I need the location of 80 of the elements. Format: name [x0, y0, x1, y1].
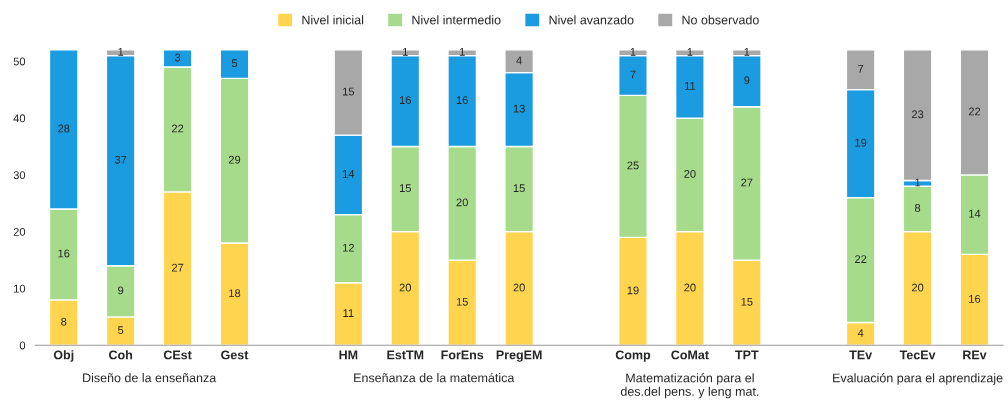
- x-tick-label: TEv: [849, 350, 873, 360]
- x-tick-label: REv: [963, 350, 987, 360]
- data-label: 5: [231, 59, 238, 68]
- data-label: 7: [630, 70, 636, 79]
- data-label: 18: [229, 289, 241, 298]
- data-label: 20: [513, 283, 525, 292]
- data-label: 15: [343, 87, 355, 96]
- data-label: 27: [741, 178, 753, 187]
- data-label: 1: [744, 47, 750, 56]
- data-label: 16: [58, 249, 70, 258]
- data-label: 19: [627, 286, 639, 295]
- x-tick-label: Gest: [221, 350, 249, 360]
- text: Matematización para el des.del pens. y leng mat.: [620, 373, 759, 399]
- data-label: 14: [969, 209, 981, 218]
- legend-label: Nivel inicial: [302, 15, 364, 25]
- data-label: 9: [118, 286, 124, 295]
- y-tick-label: 50: [13, 57, 26, 66]
- text: Enseñanza de la matemática: [354, 372, 515, 383]
- data-label: 8: [914, 204, 921, 212]
- data-label: 1: [915, 178, 921, 187]
- data-label: 13: [513, 104, 525, 113]
- data-label: 15: [456, 297, 468, 306]
- x-tick-label: EstTM: [387, 350, 424, 360]
- data-label: 4: [857, 329, 864, 337]
- x-tick-label: TecEv: [899, 350, 936, 360]
- data-label: 15: [399, 184, 411, 193]
- y-tick-label: 10: [14, 284, 26, 293]
- data-label: 15: [741, 297, 753, 306]
- data-label: 22: [968, 107, 981, 116]
- data-label: 37: [114, 155, 127, 164]
- data-label: 23: [911, 110, 924, 119]
- data-label: 27: [171, 263, 184, 272]
- text: Evaluación para el aprendizaje: [833, 373, 1003, 385]
- data-label: 20: [684, 283, 696, 292]
- x-tick-label: PregEM: [496, 350, 542, 362]
- y-tick-label: 0: [19, 341, 26, 350]
- data-label: 16: [969, 294, 981, 303]
- data-label: 16: [399, 96, 411, 105]
- data-label: 12: [343, 243, 354, 252]
- data-label: 1: [459, 47, 465, 56]
- y-tick-label: 20: [13, 227, 26, 236]
- x-tick-label: Comp: [615, 350, 651, 362]
- data-label: 15: [513, 184, 525, 193]
- x-tick-label: HM: [339, 350, 358, 360]
- data-label: 9: [744, 76, 750, 85]
- data-label: 29: [228, 155, 241, 164]
- data-label: 11: [343, 309, 354, 317]
- legend-label: Nivel intermedio: [412, 15, 501, 25]
- data-label: 11: [684, 82, 696, 90]
- data-label: 16: [456, 96, 468, 105]
- data-label: 20: [399, 283, 412, 292]
- data-label: 1: [118, 47, 124, 56]
- data-label: 14: [343, 170, 355, 178]
- data-label: 8: [61, 317, 67, 326]
- text: Diseño de la enseñanza: [83, 373, 217, 383]
- x-tick-label: TPT: [735, 350, 759, 360]
- data-label: 1: [630, 47, 636, 56]
- data-label: 1: [403, 47, 408, 56]
- data-label: 3: [174, 53, 181, 62]
- y-tick-label: 40: [13, 114, 26, 123]
- x-tick-label: Coh: [109, 350, 133, 360]
- x-tick-label: CoMat: [671, 350, 709, 360]
- x-tick-label: Obj: [53, 350, 74, 362]
- data-label: 28: [58, 124, 70, 133]
- data-label: 22: [855, 255, 867, 263]
- legend-label: Nivel avanzado: [549, 15, 634, 25]
- y-tick-label: 30: [13, 171, 26, 180]
- x-tick-label: ForEns: [441, 350, 484, 360]
- data-label: 5: [118, 326, 124, 335]
- data-label: 4: [516, 56, 522, 65]
- data-label: 20: [911, 283, 924, 292]
- data-label: 20: [684, 169, 696, 178]
- x-tick-label: CEst: [163, 350, 192, 360]
- data-label: 22: [171, 124, 184, 133]
- data-label: 19: [855, 138, 867, 147]
- data-label: 20: [456, 198, 468, 207]
- legend-label: No observado: [682, 15, 759, 25]
- data-label: 7: [858, 65, 864, 73]
- data-label: 1: [687, 47, 693, 56]
- data-label: 25: [627, 161, 639, 170]
